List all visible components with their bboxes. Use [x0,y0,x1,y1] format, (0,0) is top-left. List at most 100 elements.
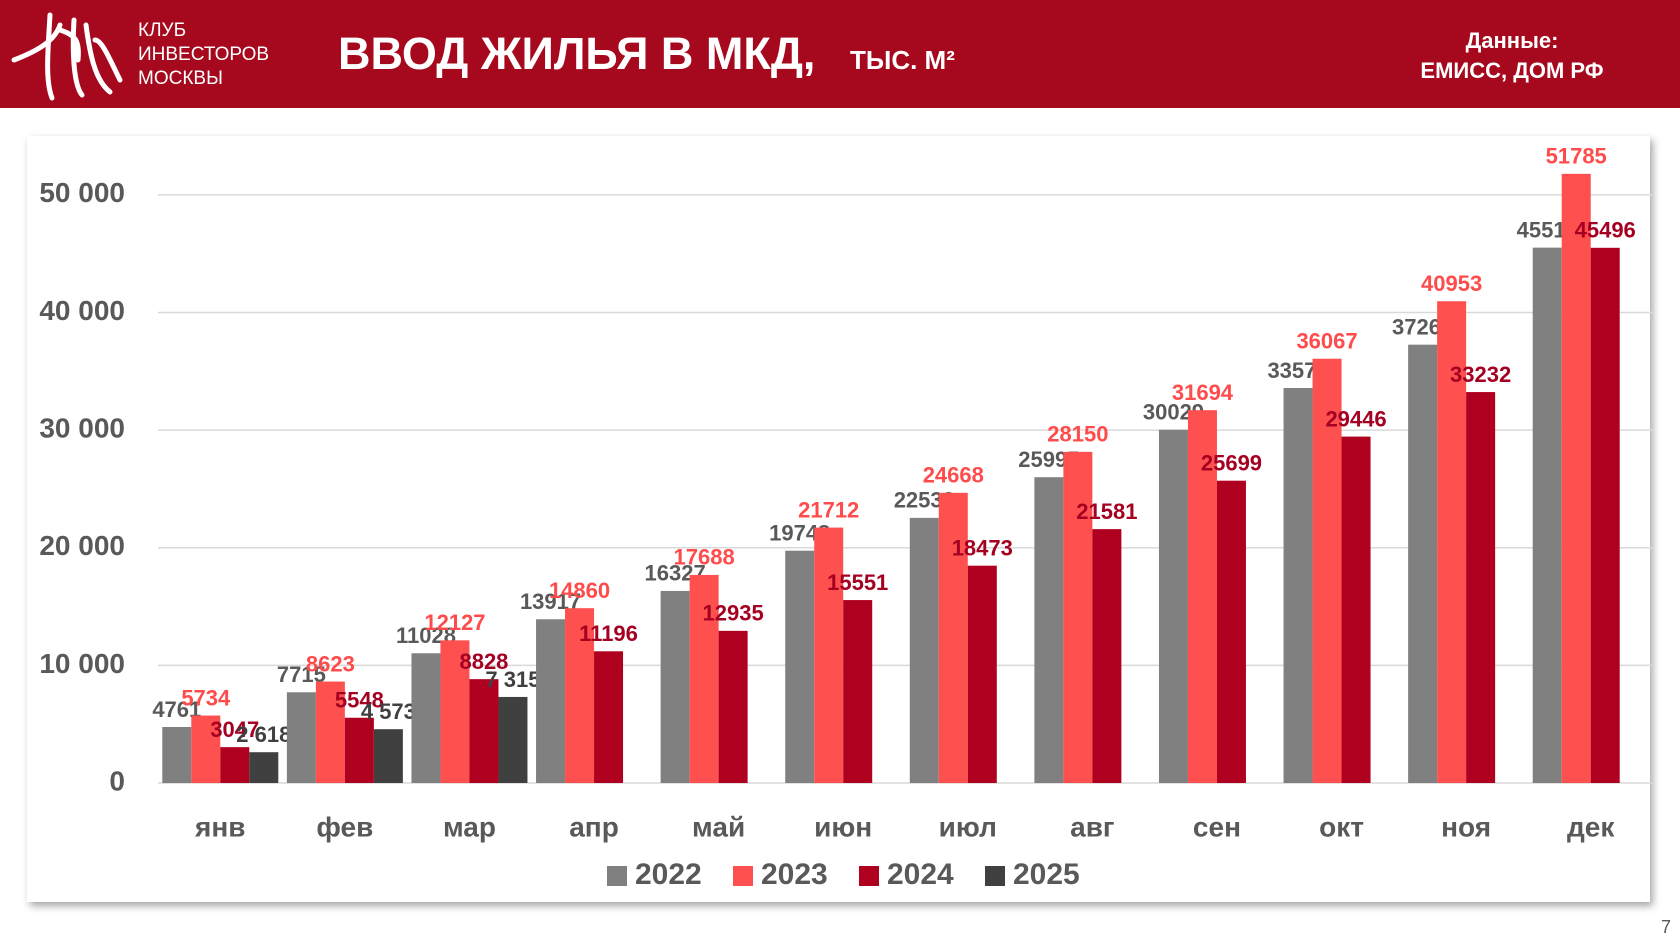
bar [1063,451,1093,783]
data-label: 17688 [674,545,735,570]
header-band [0,0,1680,108]
bar [1158,429,1188,783]
data-label: 18473 [952,536,1013,561]
y-tick-label: 50 000 [39,177,125,208]
bar [660,590,690,783]
data-label: 14860 [549,578,610,603]
bar [498,696,528,783]
data-label: 29446 [1325,406,1386,431]
legend-label: 2022 [635,858,702,891]
club-name: КЛУБ [138,20,186,41]
legend-label: 2024 [887,858,954,891]
data-label: 45496 [1575,218,1636,243]
bar [785,550,815,783]
legend-swatch [859,866,879,886]
data-label: 8828 [459,649,508,674]
y-tick-label: 20 000 [39,530,125,561]
y-tick-label: 0 [109,765,125,796]
data-label: 31694 [1172,380,1234,405]
bar [843,600,873,783]
bar [1590,247,1620,783]
legend-label: 2023 [761,858,828,891]
bar [1283,388,1313,783]
bar [938,492,968,783]
bar [373,729,403,783]
x-tick-label: янв [194,811,245,842]
y-tick-label: 10 000 [39,648,125,679]
bar [191,715,221,783]
bar [1532,247,1562,783]
data-label: 51785 [1546,144,1607,169]
data-label: 3047 [210,717,259,742]
data-label: 5734 [181,685,231,710]
data-label: 21581 [1076,499,1137,524]
bar [594,651,624,783]
subtitle: ТЫС. М² [850,45,955,75]
data-label: 28150 [1047,422,1108,447]
bar [344,717,374,783]
data-label: 2 618 [236,722,291,747]
legend-swatch [733,866,753,886]
data-label: 36067 [1296,329,1357,354]
legend-swatch [985,866,1005,886]
bar [162,726,192,783]
bar [718,630,748,783]
bar [1216,480,1246,783]
data-label: 5548 [335,688,384,713]
bar [1561,173,1591,784]
x-tick-label: окт [1319,811,1364,842]
bar [909,517,939,783]
bar [1187,410,1217,783]
x-tick-label: дек [1567,811,1615,842]
data-label: 4 573 [361,699,416,724]
club-name: ИНВЕСТОРОВ [138,44,269,65]
bar [1466,392,1496,783]
data-label: 21712 [798,497,859,522]
x-tick-label: мар [443,811,496,842]
x-tick-label: фев [316,811,373,842]
bar [536,619,566,783]
y-tick-label: 30 000 [39,412,125,443]
bar [411,653,441,783]
x-tick-label: июл [939,811,997,842]
bar [1341,436,1371,783]
data-label: 24668 [923,463,984,488]
title: ВВОД ЖИЛЬЯ В МКД, [338,28,815,79]
logo [11,12,123,101]
bar [440,640,470,783]
data-label: 15551 [827,570,888,595]
data-label: 12127 [424,610,485,635]
legend-swatch [607,866,627,886]
data-label: 11196 [579,621,638,646]
club-name: МОСКВЫ [138,68,223,89]
x-tick-label: ноя [1441,811,1491,842]
data-label: 7 315 [485,667,540,692]
bar [249,752,279,783]
data-label: 40953 [1421,271,1482,296]
bar [1312,358,1342,783]
bar [1437,301,1467,783]
x-tick-label: апр [569,811,619,842]
bar [469,679,499,783]
bar [286,692,316,783]
data-label: 33232 [1450,362,1511,387]
bar [565,608,595,783]
y-tick-label: 40 000 [39,295,125,326]
source: ЕМИСС, ДОМ РФ [1420,58,1603,83]
x-tick-label: сен [1193,811,1241,842]
data-label: 8623 [306,651,355,676]
bar [1034,477,1064,783]
page-number: 7 [1661,917,1671,937]
x-tick-label: авг [1070,811,1114,842]
bar [814,527,844,783]
bar [1408,344,1438,783]
bar [967,565,997,783]
bar [220,747,250,783]
legend-label: 2025 [1013,858,1080,891]
x-tick-label: май [692,811,745,842]
data-label: 25699 [1201,450,1262,475]
bar [1092,529,1122,783]
x-tick-label: июн [814,811,872,842]
bar [689,574,719,783]
